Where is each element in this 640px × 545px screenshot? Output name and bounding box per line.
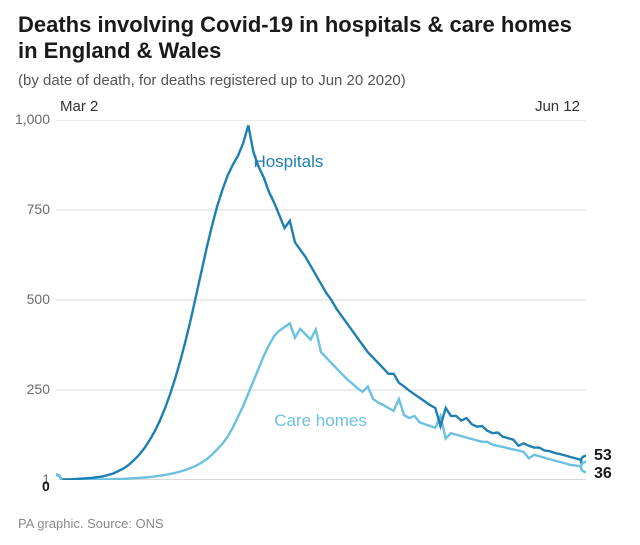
ytick-0: 1,000 [4,111,50,127]
ytick-3: 250 [4,381,50,397]
label-hospitals: Hospitals [253,152,323,171]
chart-title: Deaths involving Covid-19 in hospitals &… [18,12,572,64]
end-marker-care-homes [581,462,586,472]
ytick-1: 750 [4,201,50,217]
series-care-homes [56,323,586,480]
zero-label: 0 [42,478,50,494]
ytick-2: 500 [4,291,50,307]
chart-plot: Hospitals Care homes [56,120,586,480]
x-end-label: Jun 12 [535,98,580,115]
x-start-label: Mar 2 [60,98,98,115]
chart-footer: PA graphic. Source: ONS [18,516,164,531]
end-value-hospitals: 53 [594,447,612,465]
chart-subtitle: (by date of death, for deaths registered… [18,72,406,89]
label-care-homes: Care homes [274,411,367,430]
start-marker-care-homes [56,475,61,480]
end-value-care-homes: 36 [594,465,612,483]
